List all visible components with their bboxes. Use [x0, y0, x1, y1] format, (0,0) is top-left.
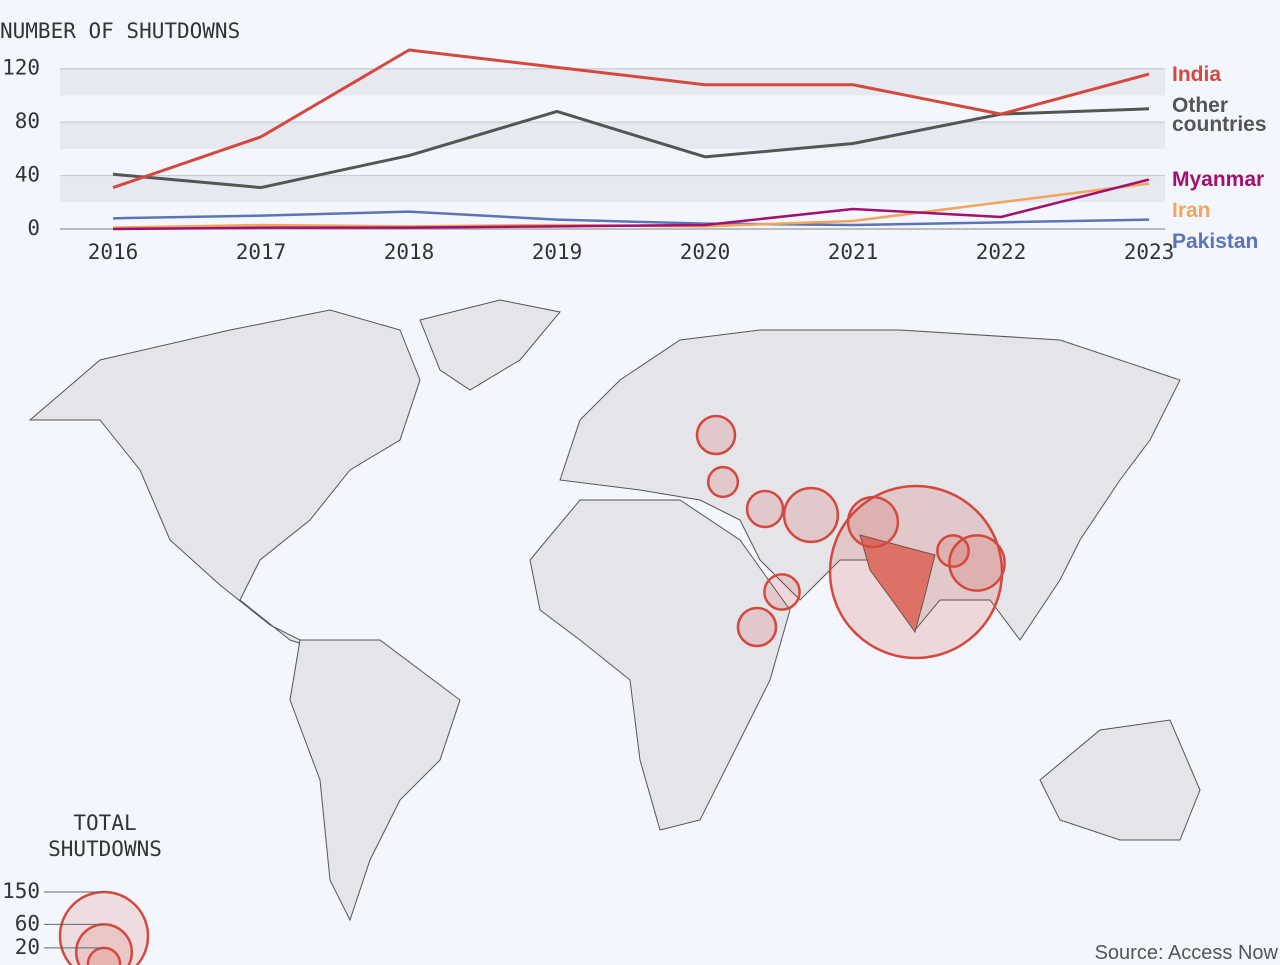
bubble [948, 534, 1006, 592]
x-tick-label: 2023 [1124, 240, 1175, 264]
bubble [736, 606, 778, 648]
world-map [28, 299, 1201, 922]
eurasia [559, 329, 1181, 641]
greenland [419, 299, 561, 391]
line [112, 107, 1150, 190]
size-legend-label: 150 [2, 879, 40, 903]
y-tick-label: 0 [27, 216, 40, 240]
x-tick-label: 2019 [532, 240, 583, 264]
north-america [28, 309, 421, 651]
line [112, 48, 1150, 190]
grid-band [60, 175, 1165, 203]
legend-label: Iran [1172, 199, 1211, 223]
y-tick-label: 120 [2, 56, 40, 80]
source: Source: Access Now [1094, 942, 1278, 964]
grid [60, 68, 1165, 230]
y-tick-label: 80 [15, 109, 40, 133]
x-tick-label: 2021 [828, 240, 879, 264]
legend-label: Other countries [1172, 93, 1267, 136]
india-shape [859, 534, 936, 634]
bubble [936, 534, 970, 568]
africa [529, 499, 791, 831]
south-america [289, 639, 461, 922]
x-tick-label: 2020 [680, 240, 731, 264]
line [112, 178, 1150, 231]
size-legend-label: 20 [15, 935, 40, 959]
size-legend-label: 60 [15, 911, 40, 935]
line [112, 210, 1150, 227]
legend-label: Myanmar [1172, 168, 1265, 192]
bubble [846, 495, 900, 549]
x-tick-label: 2018 [384, 240, 435, 264]
legend-label: Pakistan [1172, 230, 1259, 254]
x-tick-label: 2017 [236, 240, 287, 264]
x-tick-label: 2016 [88, 240, 139, 264]
bubble [763, 573, 801, 611]
grid-band [60, 122, 1165, 149]
legend-label: India [1172, 62, 1222, 86]
bubble [782, 486, 840, 544]
bubble [745, 489, 785, 529]
chart-title: NUMBER OF SHUTDOWNS [0, 19, 240, 43]
x-tick-label: 2022 [976, 240, 1027, 264]
y-tick-label: 40 [15, 163, 40, 187]
australia [1039, 719, 1201, 841]
bubbles [695, 414, 1006, 660]
size-legend-title: TOTAL SHUTDOWNS [48, 811, 162, 861]
bubble [706, 465, 740, 499]
bubble [695, 414, 737, 456]
